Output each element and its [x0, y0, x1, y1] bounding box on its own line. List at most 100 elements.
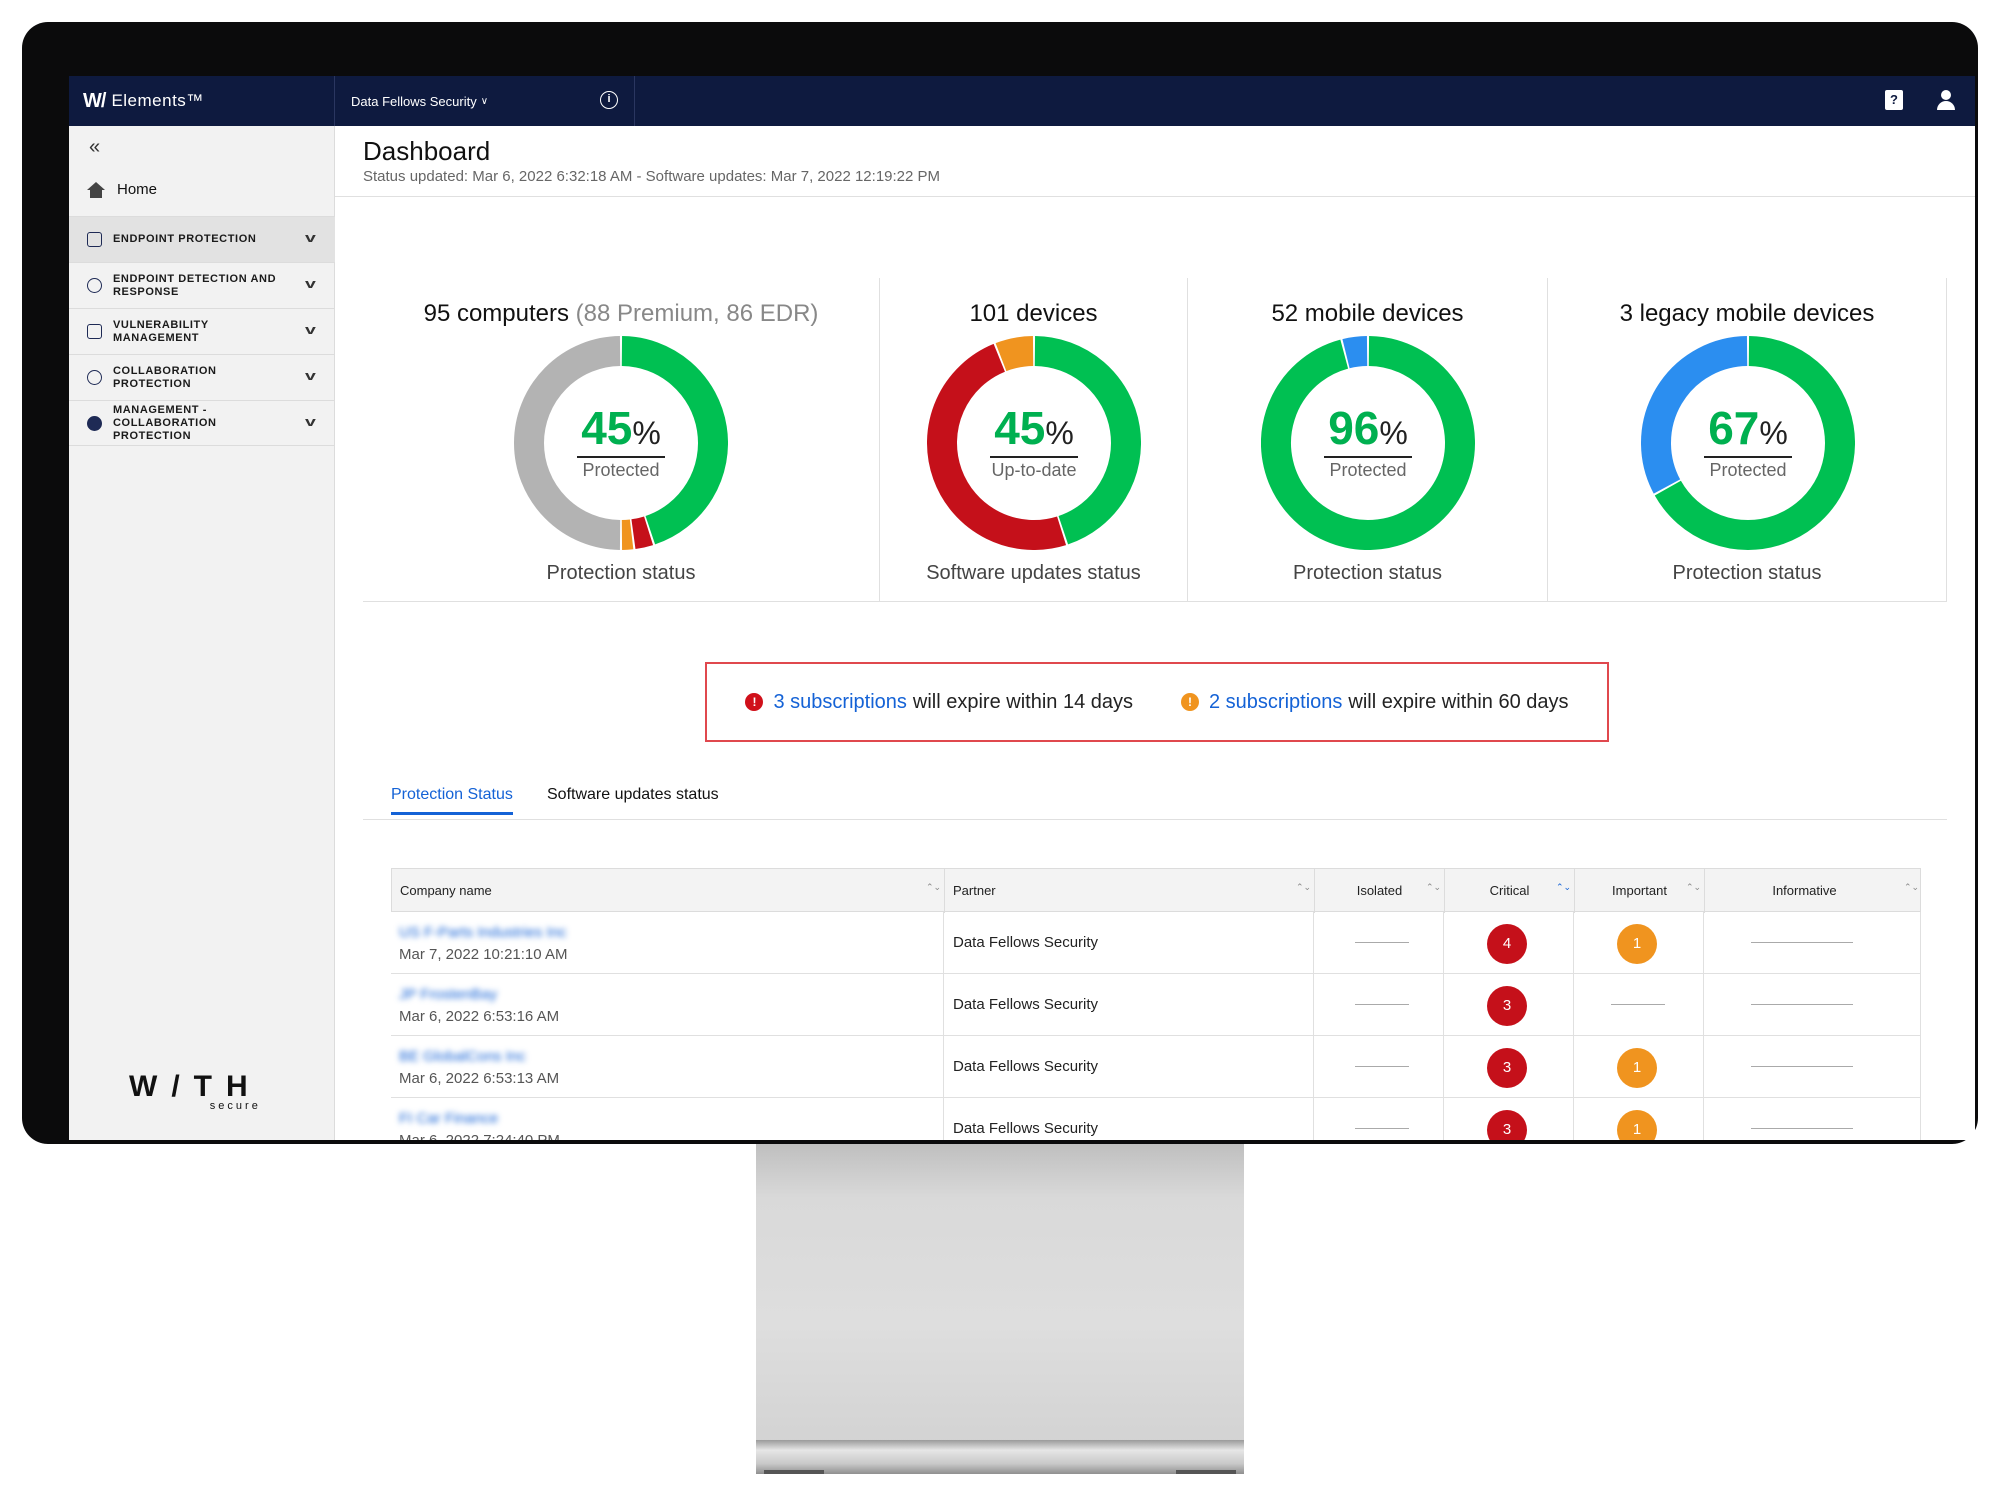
- company-name-link[interactable]: FI Car Finance: [399, 1110, 499, 1127]
- percent-value: 67%: [1704, 405, 1792, 458]
- top-bar: W/ Elements™ Data Fellows Security ∨ i ?: [69, 76, 1975, 126]
- column-informative[interactable]: Informative: [1704, 869, 1904, 913]
- column-company[interactable]: Company name: [400, 883, 492, 898]
- critical-count-badge[interactable]: 3: [1487, 1110, 1527, 1140]
- sort-icon[interactable]: ⌃⌄: [1426, 882, 1442, 892]
- chevron-down-icon: v: [305, 322, 317, 337]
- monitor-frame: W/ Elements™ Data Fellows Security ∨ i ?…: [22, 22, 1978, 1144]
- informative-empty: [1751, 1066, 1853, 1067]
- sort-icon[interactable]: ⌃⌄: [1686, 882, 1702, 892]
- card-mobile-devices[interactable]: 52 mobile devices 96% Protected Protecti…: [1187, 278, 1547, 602]
- last-updated-date: Mar 6, 2022 6:53:13 AM: [399, 1070, 560, 1087]
- user-icon[interactable]: [1935, 88, 1957, 112]
- donut-segment: [995, 336, 1034, 372]
- cloud-icon: [87, 370, 102, 385]
- partner-name: Data Fellows Security: [953, 1058, 1099, 1075]
- important-count-badge[interactable]: 1: [1617, 1110, 1657, 1140]
- card-legacy-mobile[interactable]: 3 legacy mobile devices 67% Protected Pr…: [1547, 278, 1947, 602]
- stand-foot: [1176, 1470, 1236, 1474]
- table-row[interactable]: BE GlobalCons Inc Mar 6, 2022 6:53:13 AM D…: [391, 1036, 1921, 1098]
- sidebar-item-home[interactable]: Home: [87, 181, 157, 198]
- sidebar-item-edr[interactable]: ENDPOINT DETECTION AND RESPONSE v: [69, 262, 335, 308]
- donut-segment: [1654, 336, 1855, 550]
- donut-segment: [1034, 336, 1141, 545]
- card-computers[interactable]: 95 computers (88 Premium, 86 EDR) 45% Pr…: [363, 278, 879, 602]
- main-content: Dashboard Status updated: Mar 6, 2022 6:…: [335, 126, 1975, 1140]
- tab-software-updates[interactable]: Software updates status: [547, 786, 719, 803]
- sidebar-item-management-collaboration[interactable]: MANAGEMENT - COLLABORATION PROTECTION v: [69, 400, 335, 446]
- card-title: 101 devices: [969, 300, 1098, 327]
- sidebar-item-collaboration[interactable]: COLLABORATION PROTECTION v: [69, 354, 335, 400]
- table-row[interactable]: JP FrostenBay Mar 6, 2022 6:53:16 AM Data …: [391, 974, 1921, 1036]
- alert-text: will expire within 60 days: [1348, 690, 1569, 713]
- chevron-down-icon: v: [305, 368, 317, 383]
- sort-icon[interactable]: ⌃⌄: [1904, 882, 1920, 892]
- subscriptions-link[interactable]: 3 subscriptions: [773, 690, 907, 713]
- donut-segment: [1261, 336, 1475, 550]
- company-name-link[interactable]: BE GlobalCons Inc: [399, 1048, 526, 1065]
- vulnerability-icon: [87, 324, 102, 339]
- donut-chart: [927, 336, 1141, 550]
- sort-icon[interactable]: ⌃⌄: [926, 882, 942, 892]
- subscriptions-link[interactable]: 2 subscriptions: [1209, 690, 1343, 713]
- percent-label: Protected: [582, 460, 660, 480]
- important-count-badge[interactable]: 1: [1617, 1048, 1657, 1088]
- card-title-main: 95 computers: [423, 300, 569, 327]
- partner-name: Data Fellows Security: [953, 1120, 1099, 1137]
- donut-center: 45% Up-to-date: [927, 336, 1141, 550]
- critical-count-badge[interactable]: 3: [1487, 986, 1527, 1026]
- brand-name: Elements™: [111, 91, 204, 110]
- isolated-empty: [1355, 1066, 1409, 1067]
- donut-segment: [1641, 336, 1748, 494]
- percent-label: Protected: [1329, 460, 1407, 480]
- sidebar-item-label: ENDPOINT DETECTION AND RESPONSE: [113, 272, 277, 298]
- collapse-sidebar-icon[interactable]: «: [89, 136, 101, 158]
- sidebar-item-endpoint-protection[interactable]: ENDPOINT PROTECTION v: [69, 216, 335, 262]
- card-devices[interactable]: 101 devices 45% Up-to-date Software upda…: [879, 278, 1187, 602]
- card-footer: Protection status: [1293, 562, 1442, 584]
- header-divider: [335, 196, 1975, 197]
- brand-logo[interactable]: W/ Elements™: [69, 76, 335, 126]
- donut-chart: [1641, 336, 1855, 550]
- status-tabs: Protection Status Software updates statu…: [363, 786, 1947, 820]
- home-icon: [87, 181, 105, 198]
- percent-label: Up-to-date: [991, 460, 1077, 480]
- company-name-link[interactable]: US F-Parts Industries Inc: [399, 924, 567, 941]
- isolated-empty: [1355, 1128, 1409, 1129]
- organization-selector[interactable]: Data Fellows Security ∨ i: [335, 76, 635, 126]
- status-cards: 95 computers (88 Premium, 86 EDR) 45% Pr…: [363, 278, 1947, 602]
- company-name-link[interactable]: JP FrostenBay: [399, 986, 498, 1003]
- informative-empty: [1751, 1128, 1853, 1129]
- column-important[interactable]: Important: [1574, 869, 1704, 913]
- logo-wordmark: W/TH: [129, 1070, 262, 1103]
- column-critical[interactable]: Critical: [1444, 869, 1574, 913]
- important-count-badge[interactable]: 1: [1617, 924, 1657, 964]
- subscription-alert: ! 3 subscriptions will expire within 14 …: [705, 662, 1609, 742]
- card-title-sub: (88 Premium, 86 EDR): [569, 300, 819, 327]
- alert-text: will expire within 14 days: [912, 690, 1133, 713]
- donut-segment: [1342, 336, 1368, 369]
- info-icon[interactable]: i: [600, 91, 618, 109]
- table-row[interactable]: FI Car Finance Mar 6, 2022 7:24:40 PM Data…: [391, 1098, 1921, 1140]
- sidebar-item-vulnerability[interactable]: VULNERABILITY MANAGEMENT v: [69, 308, 335, 354]
- alert-60-days: ! 2 subscriptions will expire within 60 …: [1181, 691, 1569, 714]
- shield-icon: [87, 232, 102, 247]
- page-title: Dashboard: [363, 136, 491, 166]
- table-header: Company name ⌃⌄ Partner ⌃⌄ Isolated ⌃⌄ C…: [391, 868, 1921, 913]
- alert-14-days: ! 3 subscriptions will expire within 14 …: [745, 691, 1133, 714]
- sort-icon[interactable]: ⌃⌄: [1296, 882, 1312, 892]
- screen: W/ Elements™ Data Fellows Security ∨ i ?…: [69, 76, 1975, 1140]
- help-icon[interactable]: ?: [1885, 90, 1903, 110]
- sidebar: « Home ENDPOINT PROTECTION v ENDPOINT DE…: [69, 126, 335, 1140]
- table-row[interactable]: US F-Parts Industries Inc Mar 7, 2022 10:…: [391, 912, 1921, 974]
- withsecure-logo: W/TH secure: [129, 1070, 262, 1112]
- sort-icon[interactable]: ⌃⌄: [1556, 882, 1572, 892]
- critical-count-badge[interactable]: 4: [1487, 924, 1527, 964]
- card-footer: Protection status: [1672, 562, 1822, 584]
- critical-count-badge[interactable]: 3: [1487, 1048, 1527, 1088]
- column-partner[interactable]: Partner: [944, 869, 1314, 913]
- donut-chart: [514, 336, 728, 550]
- tab-protection-status[interactable]: Protection Status: [391, 786, 513, 815]
- sidebar-item-label: VULNERABILITY MANAGEMENT: [113, 318, 209, 344]
- column-isolated[interactable]: Isolated: [1314, 869, 1444, 913]
